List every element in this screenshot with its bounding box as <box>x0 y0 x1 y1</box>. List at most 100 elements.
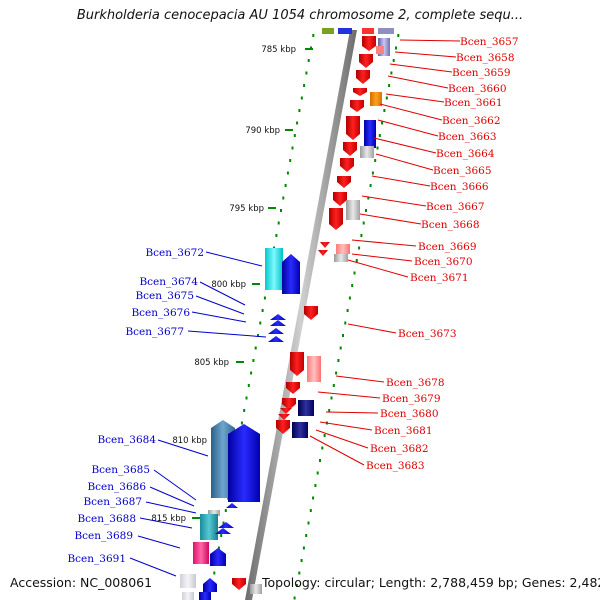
label-bcen-3666[interactable]: Bcen_3666 <box>430 181 489 193</box>
label-bcen-3682[interactable]: Bcen_3682 <box>370 443 429 455</box>
label-bcen-3687[interactable]: Bcen_3687 <box>83 496 142 508</box>
guide-dot <box>298 109 301 112</box>
guide-dot <box>247 384 250 387</box>
guide-dot <box>388 84 391 87</box>
label-bcen-3657[interactable]: Bcen_3657 <box>460 36 519 48</box>
accession-text: Accession: NC_008061 <box>10 575 153 590</box>
guide-dot <box>293 134 296 137</box>
guide-dot <box>330 396 333 400</box>
label-bcen-3670[interactable]: Bcen_3670 <box>414 256 473 268</box>
guide-dot <box>392 59 395 62</box>
guide-dot <box>289 159 292 162</box>
svg-text:805 kbp: 805 kbp <box>194 358 229 368</box>
guide-dot <box>353 271 356 275</box>
guide-dot <box>376 146 379 150</box>
plus-gene-labels: Bcen_3672 Bcen_3674 Bcen_3675 Bcen_3676 … <box>67 247 204 565</box>
guide-dot <box>252 359 255 362</box>
svg-text:800 kbp: 800 kbp <box>211 280 246 290</box>
label-bcen-3685[interactable]: Bcen_3685 <box>91 464 150 476</box>
label-bcen-3667[interactable]: Bcen_3667 <box>426 201 485 213</box>
guide-dot <box>263 296 266 300</box>
guide-dot <box>275 234 278 237</box>
tick-790: 790 kbp <box>245 126 293 136</box>
guide-dot <box>332 384 335 387</box>
guide-dot <box>355 259 358 262</box>
guide-dot <box>339 346 342 350</box>
tick-805: 805 kbp <box>194 358 244 368</box>
label-bcen-3676[interactable]: Bcen_3676 <box>131 307 190 319</box>
label-bcen-3673[interactable]: Bcen_3673 <box>398 328 457 340</box>
guide-dot <box>220 534 223 537</box>
label-bcen-3677[interactable]: Bcen_3677 <box>125 326 184 338</box>
genome-backbone <box>245 30 357 600</box>
minus-strand-features <box>232 28 394 594</box>
label-bcen-3679[interactable]: Bcen_3679 <box>382 393 441 405</box>
label-bcen-3681[interactable]: Bcen_3681 <box>374 425 433 437</box>
guide-dot <box>374 159 377 162</box>
label-bcen-3680[interactable]: Bcen_3680 <box>380 408 439 420</box>
label-bcen-3674[interactable]: Bcen_3674 <box>139 276 198 288</box>
label-bcen-3668[interactable]: Bcen_3668 <box>421 219 480 231</box>
guide-dot <box>259 321 262 325</box>
guide-dot <box>217 546 220 550</box>
minus-gene-labels: Bcen_3657 Bcen_3658 Bcen_3659 Bcen_3660 … <box>366 36 519 472</box>
label-bcen-3684[interactable]: Bcen_3684 <box>97 434 156 446</box>
topology-text: Topology: circular; Length: 2,788,459 bp… <box>262 575 600 590</box>
label-bcen-3675[interactable]: Bcen_3675 <box>135 290 194 302</box>
label-bcen-3669[interactable]: Bcen_3669 <box>418 241 477 253</box>
label-bcen-3660[interactable]: Bcen_3660 <box>448 83 507 95</box>
svg-text:790 kbp: 790 kbp <box>245 126 280 136</box>
plus-strand-features <box>180 248 300 600</box>
guide-dot <box>344 321 347 325</box>
guide-dot <box>383 109 386 112</box>
guide-dot <box>298 571 301 575</box>
label-bcen-3662[interactable]: Bcen_3662 <box>442 115 501 127</box>
guide-dot <box>385 96 388 100</box>
label-bcen-3659[interactable]: Bcen_3659 <box>452 67 511 79</box>
label-bcen-3672[interactable]: Bcen_3672 <box>145 247 204 259</box>
label-bcen-3663[interactable]: Bcen_3663 <box>438 131 497 143</box>
guide-dot <box>282 196 285 200</box>
guide-dot <box>224 509 227 512</box>
label-bcen-3688[interactable]: Bcen_3688 <box>77 513 136 525</box>
guide-dot <box>284 184 287 187</box>
label-bcen-3678[interactable]: Bcen_3678 <box>386 377 445 389</box>
guide-dot <box>254 346 257 350</box>
guide-dot <box>360 234 363 237</box>
label-bcen-3658[interactable]: Bcen_3658 <box>456 52 515 64</box>
label-bcen-3671[interactable]: Bcen_3671 <box>410 272 469 284</box>
guide-dot <box>280 209 282 212</box>
guide-dot <box>395 46 397 50</box>
guide-dot <box>305 534 308 537</box>
guide-dot <box>321 446 324 450</box>
scale-ticks: 785 kbp 790 kbp 795 kbp 800 kbp 805 kbp … <box>151 45 313 524</box>
svg-text:795 kbp: 795 kbp <box>229 204 264 214</box>
guide-dot <box>390 71 393 75</box>
label-bcen-3686[interactable]: Bcen_3686 <box>87 481 146 493</box>
tick-815: 815 kbp <box>151 514 200 524</box>
label-bcen-3664[interactable]: Bcen_3664 <box>436 148 495 160</box>
svg-text:785 kbp: 785 kbp <box>261 45 296 55</box>
guide-dot <box>300 96 303 100</box>
guide-dot <box>245 396 248 400</box>
svg-text:815 kbp: 815 kbp <box>151 514 186 524</box>
guide-dot <box>312 34 315 37</box>
guide-dot <box>240 421 243 425</box>
guide-dot <box>328 409 331 412</box>
label-bcen-3683[interactable]: Bcen_3683 <box>366 460 425 472</box>
guide-dot <box>295 584 298 587</box>
guide-dot <box>312 496 315 500</box>
label-bcen-3689[interactable]: Bcen_3689 <box>74 530 133 542</box>
label-bcen-3661[interactable]: Bcen_3661 <box>444 97 503 109</box>
map-title: Burkholderia cenocepacia AU 1054 chromos… <box>76 8 524 23</box>
label-bcen-3665[interactable]: Bcen_3665 <box>433 165 492 177</box>
guide-dot <box>257 334 259 337</box>
leader-lines <box>129 39 461 577</box>
guide-dot <box>351 284 354 287</box>
guide-dot <box>307 521 310 525</box>
guide-dot <box>286 171 289 175</box>
guide-dot <box>213 571 216 575</box>
guide-dot <box>296 121 299 125</box>
label-bcen-3691[interactable]: Bcen_3691 <box>67 553 126 565</box>
guide-dot <box>300 559 303 562</box>
